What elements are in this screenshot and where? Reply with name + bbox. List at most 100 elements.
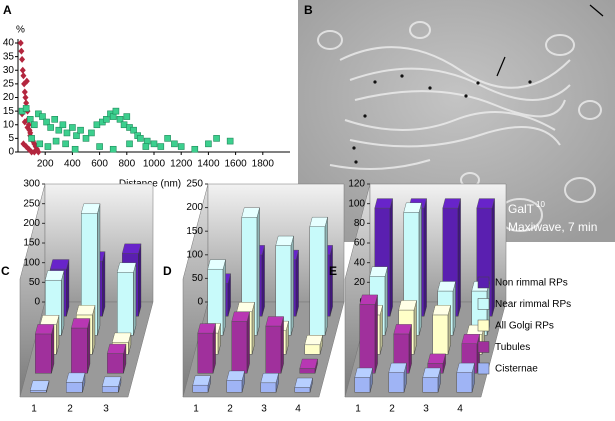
- particle: [400, 74, 404, 78]
- panel-label: B: [304, 3, 313, 17]
- bar-front: [66, 382, 83, 393]
- point: [26, 116, 34, 123]
- bar-top: [192, 375, 211, 386]
- y-tick-label: 0: [8, 147, 14, 158]
- bar-top: [432, 305, 451, 316]
- point: [164, 135, 171, 142]
- bar-front: [102, 386, 119, 393]
- point: [36, 140, 44, 148]
- vesicle: [564, 177, 596, 203]
- y-tick-label: 0: [197, 297, 203, 308]
- bar-top: [207, 259, 226, 270]
- point: [22, 105, 30, 112]
- bar: [70, 318, 91, 374]
- point: [93, 121, 101, 129]
- point: [96, 143, 103, 150]
- y-tick-label: 250: [186, 179, 203, 190]
- bar: [309, 216, 328, 336]
- point: [31, 148, 38, 156]
- bar-side: [102, 251, 106, 317]
- legend-swatch: [477, 341, 490, 353]
- bar: [275, 235, 294, 336]
- bar-top: [461, 334, 480, 344]
- bar-top: [299, 358, 318, 369]
- point: [31, 121, 38, 129]
- point: [19, 55, 26, 63]
- bar-side: [374, 294, 378, 374]
- bar-top: [304, 335, 323, 346]
- bar-side: [384, 266, 388, 336]
- caption-superscript: 10: [536, 200, 545, 209]
- bar-side: [389, 198, 393, 317]
- bar-front: [309, 226, 326, 336]
- point: [171, 140, 178, 148]
- bar-top: [111, 332, 132, 343]
- bar-top: [476, 198, 495, 209]
- x-tick-label: 1200: [170, 159, 193, 170]
- point: [126, 140, 133, 148]
- panel-label: C: [1, 264, 10, 278]
- point: [23, 77, 30, 85]
- y-tick-label: 60: [354, 238, 366, 249]
- y-tick-label: 40: [354, 257, 366, 268]
- bar-top: [49, 259, 70, 270]
- bar-top: [75, 305, 96, 316]
- legend-label: Cisternae: [495, 364, 538, 375]
- bar-front: [71, 327, 88, 374]
- x-tick-label: 800: [118, 159, 135, 170]
- cisterna: [339, 46, 571, 89]
- bar-top: [70, 318, 91, 329]
- bar: [226, 370, 245, 393]
- bar: [294, 377, 313, 393]
- bar-top: [241, 207, 260, 218]
- arrows: [496, 4, 604, 77]
- bar-top: [39, 315, 60, 325]
- x-tick-label: 1400: [197, 159, 220, 170]
- x-tick-label: 1600: [224, 159, 247, 170]
- x-tick-label: 4: [295, 404, 301, 415]
- particle: [476, 81, 480, 85]
- point: [88, 129, 95, 137]
- bar: [231, 311, 250, 374]
- bar-top: [44, 270, 65, 281]
- bar: [422, 367, 441, 393]
- bar-top: [231, 311, 250, 322]
- y-tick-label: 30: [3, 65, 15, 76]
- point: [73, 132, 80, 139]
- particle: [428, 86, 432, 90]
- point: [213, 135, 220, 142]
- bar-side: [222, 259, 226, 336]
- legend-swatch: [477, 276, 490, 289]
- bar-top: [309, 216, 328, 227]
- y-axis-label: %: [16, 25, 25, 36]
- y-tick-label: 15: [3, 106, 15, 117]
- bar-side: [423, 198, 427, 317]
- x-tick-label: 1: [31, 404, 37, 415]
- legend-label: Near rimmal RPs: [495, 299, 571, 310]
- bar-top: [359, 294, 378, 305]
- panel-label: A: [3, 3, 12, 17]
- bar: [106, 343, 127, 374]
- bar-front: [35, 333, 52, 374]
- bar: [354, 367, 373, 393]
- vesicle: [578, 100, 602, 120]
- point: [82, 135, 90, 142]
- legend-swatch: [477, 362, 490, 375]
- y-tick-label: 20: [354, 277, 366, 288]
- bar-side: [295, 250, 299, 317]
- bar: [80, 203, 101, 336]
- bar-side: [133, 262, 137, 336]
- bar-top: [260, 373, 279, 384]
- x-tick-label: 2: [67, 404, 73, 415]
- membrane-texture: [309, 21, 602, 232]
- x-tick-label: 2: [389, 404, 395, 415]
- bar-front: [294, 387, 311, 393]
- bar-side: [97, 203, 101, 336]
- y-tick-label: 20: [3, 92, 15, 103]
- bar-front: [107, 353, 124, 374]
- bar-top: [354, 367, 373, 378]
- y-tick-label: 200: [23, 218, 40, 229]
- legend-label: All Golgi RPs: [495, 321, 554, 332]
- y-tick-label: 25: [3, 79, 15, 90]
